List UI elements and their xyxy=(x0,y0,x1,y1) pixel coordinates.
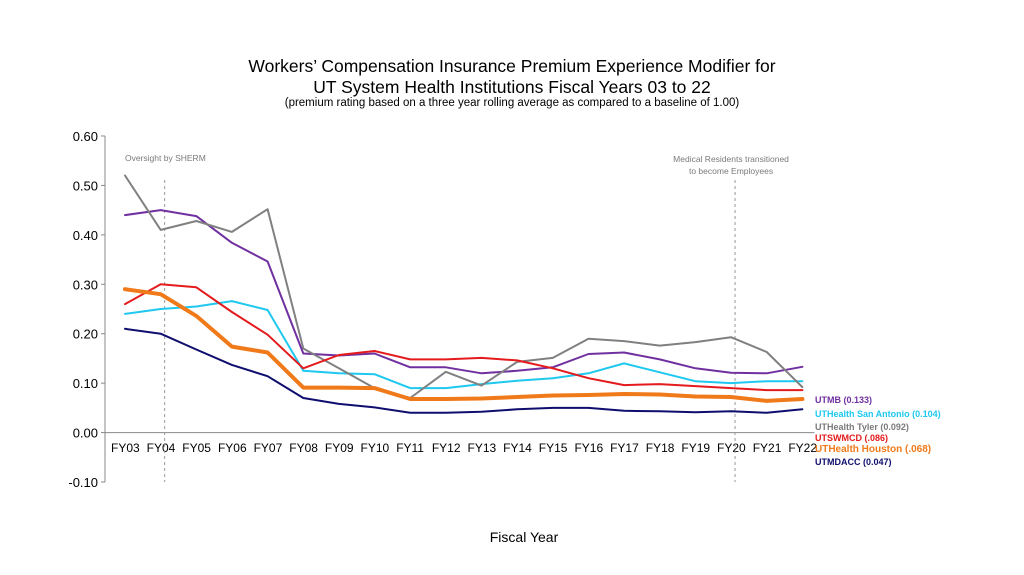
x-tick-label: FY13 xyxy=(468,441,497,455)
x-tick-label: FY04 xyxy=(147,441,176,455)
x-tick-label: FY10 xyxy=(361,441,390,455)
chart-title: Workers’ Compensation Insurance Premium … xyxy=(248,56,776,76)
x-tick-label: FY15 xyxy=(539,441,568,455)
y-tick-label: 0.00 xyxy=(73,426,98,441)
series-end-label: UTHealth Tyler (0.092) xyxy=(815,422,909,432)
chart-subtitle: (premium rating based on a three year ro… xyxy=(284,97,740,109)
y-tick-label: 0.30 xyxy=(73,277,98,292)
series-end-label: UTHealth Houston (.068) xyxy=(815,444,931,455)
series-end-label: UTHealth San Antonio (0.104) xyxy=(815,409,941,419)
x-tick-label: FY16 xyxy=(574,441,603,455)
x-tick-label: FY09 xyxy=(325,441,354,455)
y-tick-label: 0.40 xyxy=(73,228,98,243)
series-end-label: UTMB (0.133) xyxy=(815,395,872,405)
x-tick-label: FY06 xyxy=(218,441,247,455)
x-tick-label: FY14 xyxy=(503,441,532,455)
series-line xyxy=(123,287,805,403)
series-line xyxy=(124,174,804,399)
y-tick-label: -0.10 xyxy=(68,475,98,490)
x-tick-label: FY11 xyxy=(396,441,424,455)
series-line xyxy=(124,283,804,392)
x-axis-title: Fiscal Year xyxy=(489,529,559,545)
chart-title-line2: UT System Health Institutions Fiscal Yea… xyxy=(313,77,711,97)
x-tick-label: FY07 xyxy=(254,441,283,455)
x-tick-label: FY03 xyxy=(111,441,140,455)
series-line xyxy=(124,300,804,390)
x-tick-label: FY18 xyxy=(646,441,675,455)
series-end-label: UTMDACC (0.047) xyxy=(815,457,892,467)
annotation-residents: Medical Residents transitioned xyxy=(673,154,789,164)
y-tick-label: 0.60 xyxy=(73,129,98,144)
y-tick-label: 0.10 xyxy=(73,376,98,391)
x-tick-label: FY05 xyxy=(182,441,211,455)
y-tick-label: 0.50 xyxy=(73,178,98,193)
series-line xyxy=(124,209,804,375)
x-tick-label: FY08 xyxy=(289,441,318,455)
series-line xyxy=(124,327,804,414)
annotation-sherm: Oversight by SHERM xyxy=(125,153,206,163)
x-tick-label: FY22 xyxy=(788,441,817,455)
x-tick-label: FY12 xyxy=(432,441,461,455)
y-tick-label: 0.20 xyxy=(73,327,98,342)
annotation-residents-line2: to become Employees xyxy=(689,166,773,176)
x-tick-label: FY17 xyxy=(610,441,639,455)
x-tick-label: FY20 xyxy=(717,441,746,455)
series-end-label: UTSWMCD (.086) xyxy=(815,433,888,443)
x-tick-label: FY21 xyxy=(753,441,782,455)
x-tick-label: FY19 xyxy=(681,441,710,455)
